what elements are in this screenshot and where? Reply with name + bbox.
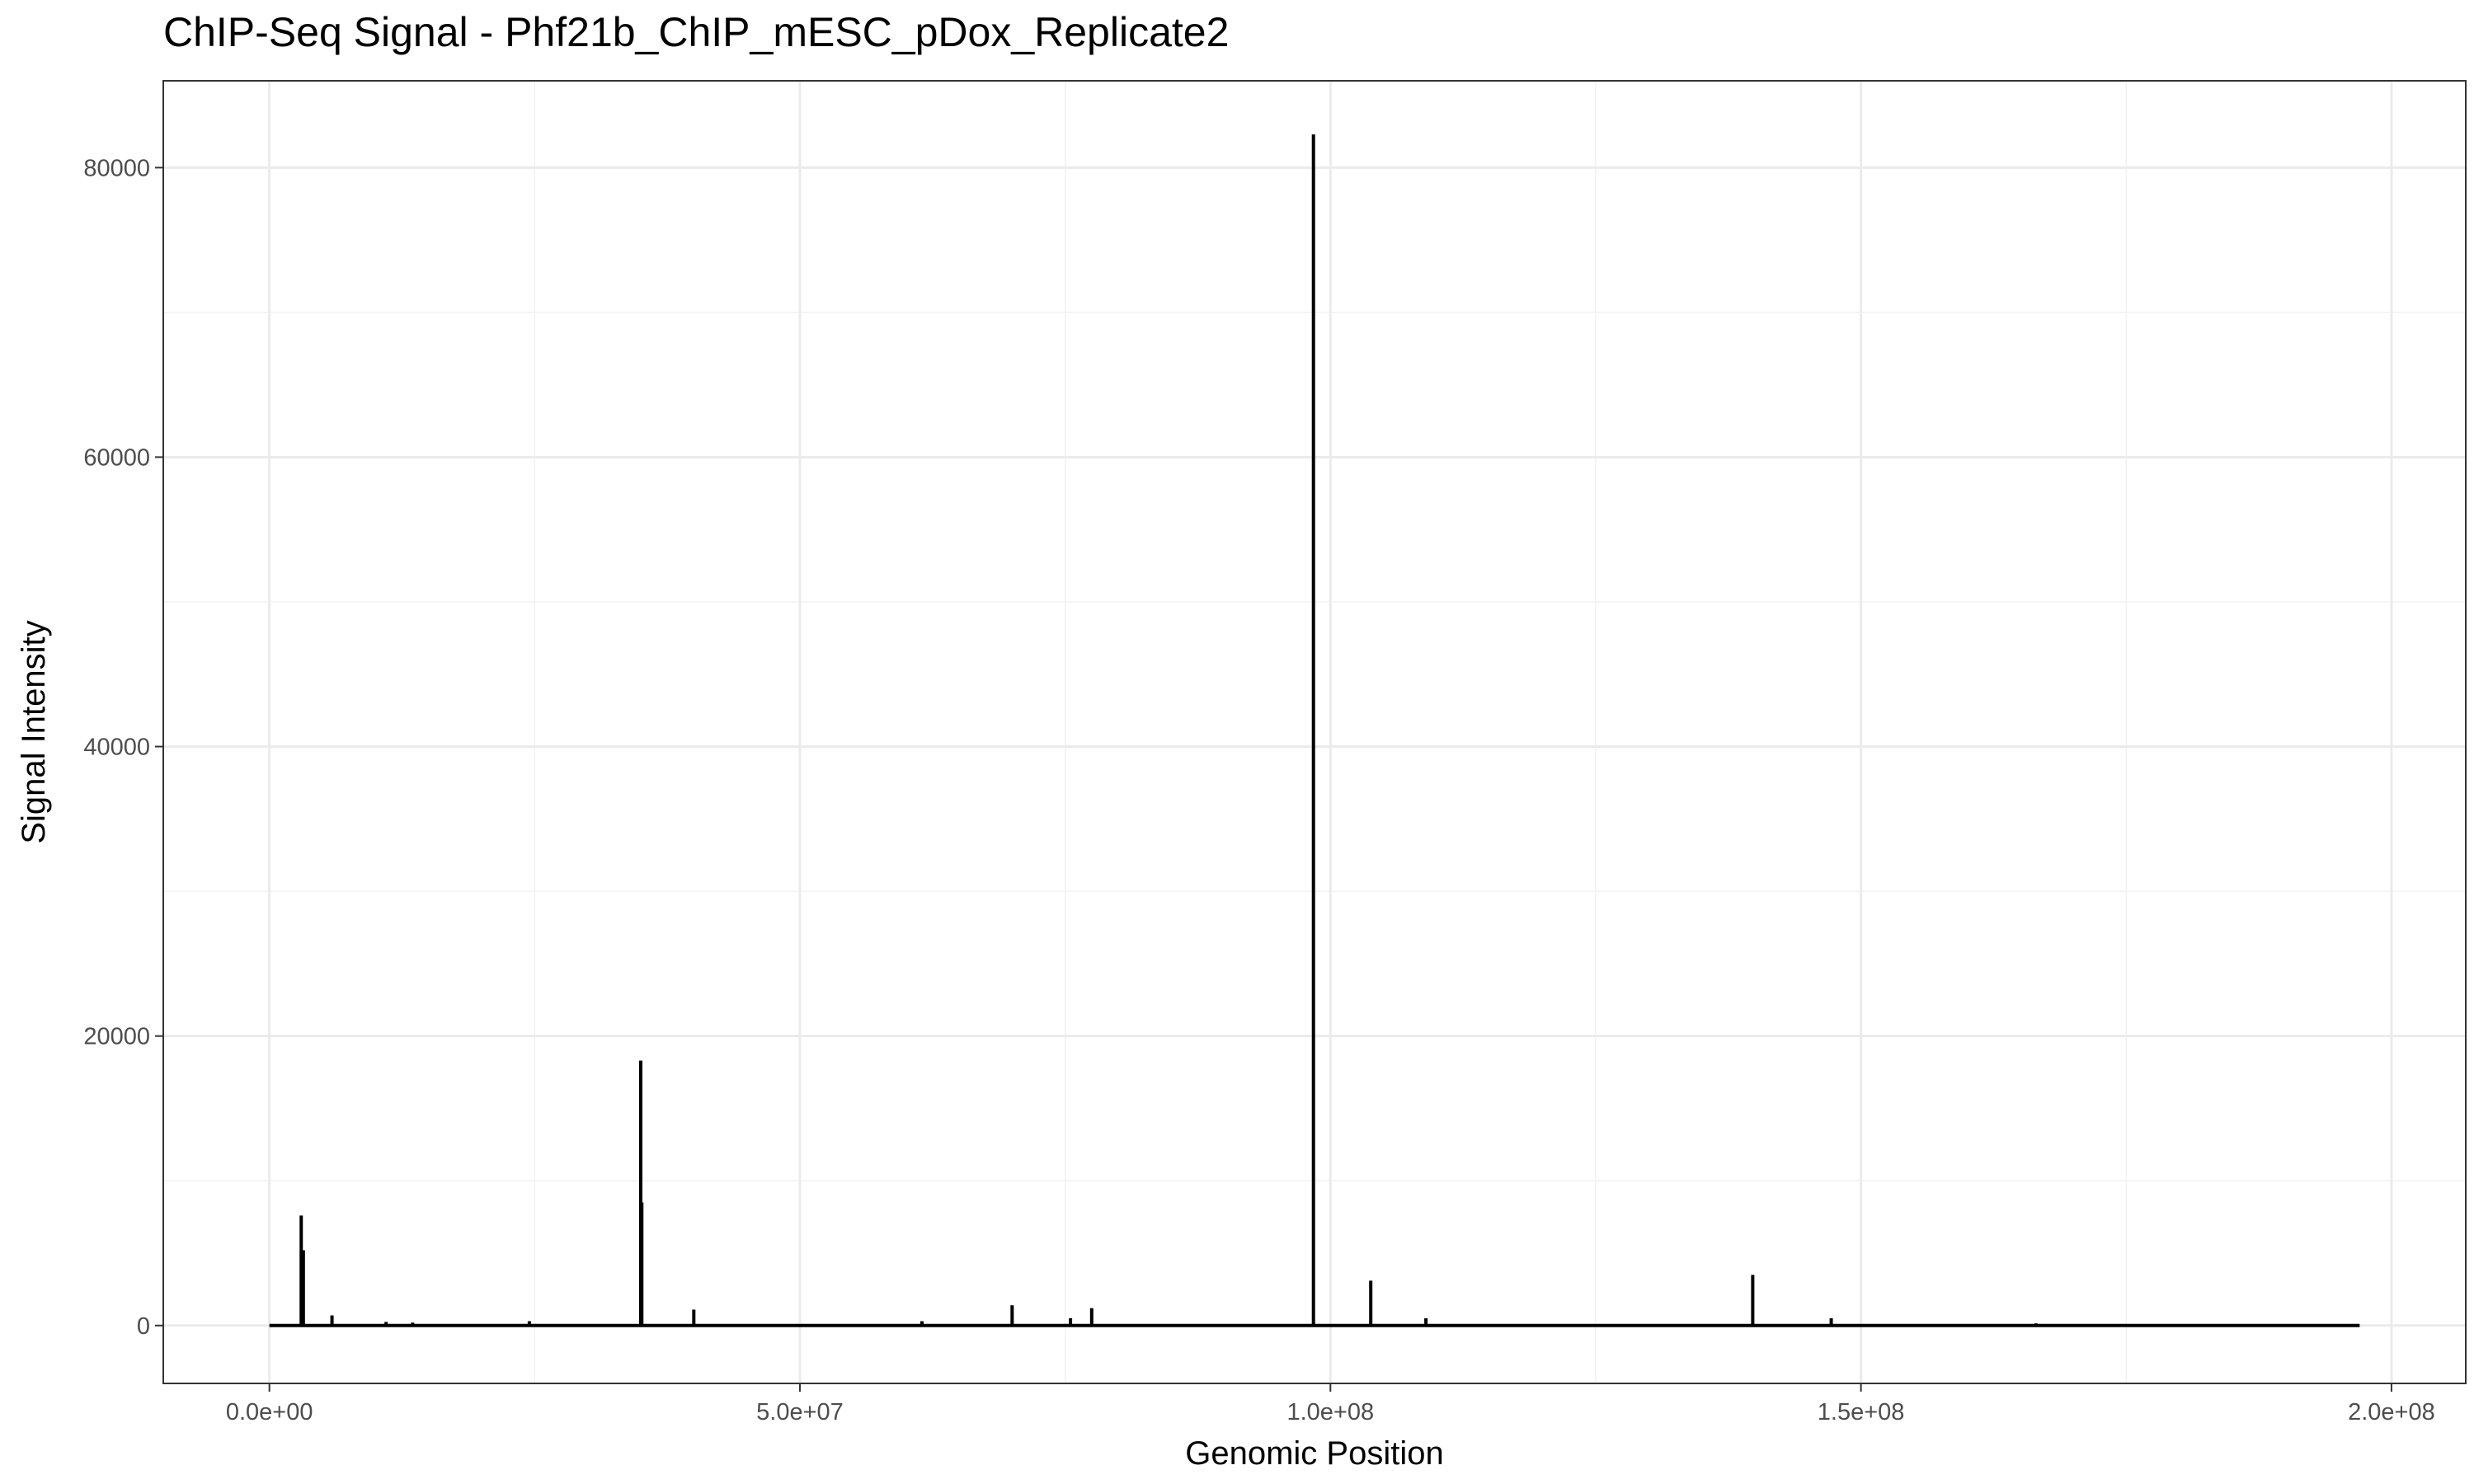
chart-title: ChIP-Seq Signal - Phf21b_ChIP_mESC_pDox_… — [163, 9, 1230, 55]
x-axis: 0.0e+00 5.0e+07 1.0e+08 1.5e+08 2.0e+08 — [226, 1383, 2435, 1425]
x-tick-label: 1.5e+08 — [1818, 1399, 1905, 1425]
y-tick-label: 0 — [137, 1313, 150, 1340]
x-tick-label: 5.0e+07 — [756, 1399, 844, 1425]
x-axis-title: Genomic Position — [1185, 1435, 1443, 1472]
y-tick-label: 20000 — [83, 1024, 150, 1050]
y-tick-label: 80000 — [83, 155, 150, 181]
y-axis: 0 20000 40000 60000 80000 — [83, 155, 163, 1340]
signal-series — [269, 134, 2360, 1327]
x-tick-label: 0.0e+00 — [226, 1399, 313, 1425]
x-tick-label: 2.0e+08 — [2348, 1399, 2435, 1425]
y-axis-title: Signal Intensity — [16, 620, 52, 843]
y-tick-label: 40000 — [83, 735, 150, 761]
panel-border — [162, 80, 2467, 1384]
y-tick-label: 60000 — [83, 444, 150, 471]
x-tick-label: 1.0e+08 — [1286, 1399, 1374, 1425]
